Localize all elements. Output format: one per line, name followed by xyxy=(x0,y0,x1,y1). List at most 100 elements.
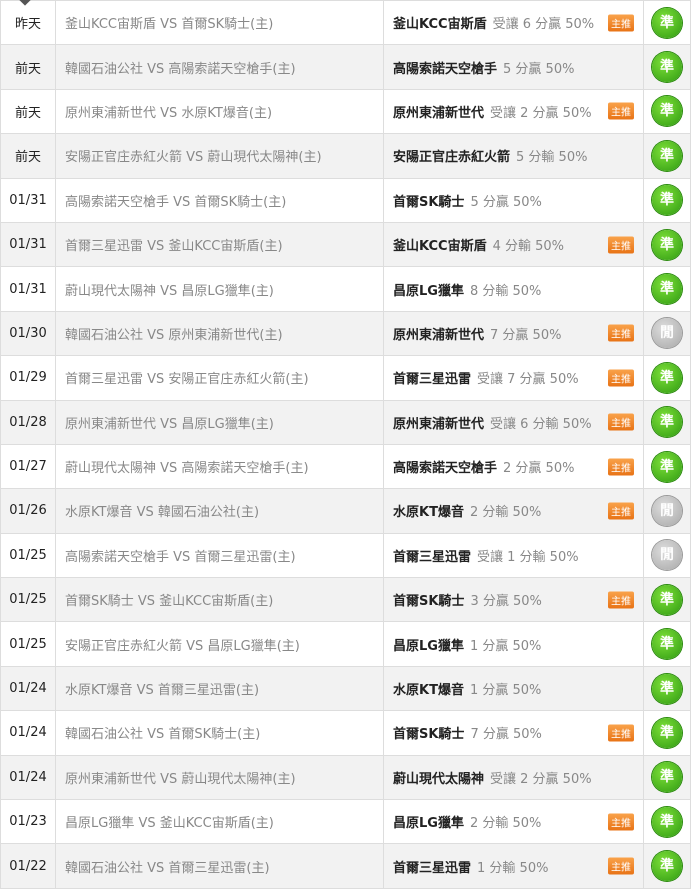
pick-detail: 受讓 2 分贏 50% xyxy=(490,771,592,787)
picked-team: 釜山KCC宙斯盾 xyxy=(393,239,487,255)
match-cell[interactable]: 原州東浦新世代 VS 昌原LG獵隼(主) xyxy=(55,399,384,445)
pick-cell: 水原KT爆音 2 分輸 50% 主推 xyxy=(383,488,644,534)
status-cell: 準 xyxy=(643,577,691,623)
status-cell: 準 xyxy=(643,843,691,889)
pick-cell: 蔚山現代太陽神 受讓 2 分贏 50% xyxy=(383,754,644,801)
pick-cell: 高陽索諾天空槍手 2 分贏 50% 主推 xyxy=(383,443,644,490)
picked-team: 首爾SK騎士 xyxy=(393,594,465,610)
pick-detail: 2 分輸 50% xyxy=(469,816,542,832)
match-cell[interactable]: 首爾三星迅雷 VS 釜山KCC宙斯盾(主) xyxy=(55,221,384,268)
pick-cell: 釜山KCC宙斯盾 受讓 6 分贏 50% 主推 xyxy=(383,0,644,46)
match-cell[interactable]: 高陽索諾天空槍手 VS 首爾三星迅雷(主) xyxy=(55,532,384,579)
correct-result-icon: 準 xyxy=(652,584,682,615)
date-cell: 01/27 xyxy=(0,443,56,490)
pick-cell: 原州東浦新世代 受讓 6 分輸 50% 主推 xyxy=(383,399,644,445)
date-cell: 01/31 xyxy=(0,266,56,312)
table-row: 01/31 首爾三星迅雷 VS 釜山KCC宙斯盾(主) 釜山KCC宙斯盾 4 分輸… xyxy=(0,221,691,268)
date-cell: 01/28 xyxy=(0,399,56,445)
pick-detail: 1 分贏 50% xyxy=(469,638,542,654)
date-cell: 01/31 xyxy=(0,221,56,268)
main-pick-badge: 主推 xyxy=(608,591,634,609)
pending-result-icon: 閒 xyxy=(652,318,682,349)
match-cell[interactable]: 首爾SK騎士 VS 釜山KCC宙斯盾(主) xyxy=(55,577,384,623)
table-row: 前天 韓國石油公社 VS 高陽索諾天空槍手(主) 高陽索諾天空槍手 5 分贏 50… xyxy=(0,44,691,90)
date-cell: 01/31 xyxy=(0,177,56,223)
table-row: 昨天 釜山KCC宙斯盾 VS 首爾SK騎士(主) 釜山KCC宙斯盾 受讓 6 分贏… xyxy=(0,0,691,46)
status-cell: 準 xyxy=(643,355,691,401)
correct-result-icon: 準 xyxy=(652,274,682,305)
match-cell[interactable]: 蔚山現代太陽神 VS 昌原LG獵隼(主) xyxy=(55,266,384,312)
match-cell[interactable]: 昌原LG獵隼 VS 釜山KCC宙斯盾(主) xyxy=(55,799,384,845)
table-row: 01/28 原州東浦新世代 VS 昌原LG獵隼(主) 原州東浦新世代 受讓 6 分… xyxy=(0,399,691,445)
pick-detail: 4 分輸 50% xyxy=(492,239,565,255)
match-cell[interactable]: 韓國石油公社 VS 原州東浦新世代(主) xyxy=(55,310,384,357)
picked-team: 蔚山現代太陽神 xyxy=(393,771,485,787)
picked-team: 水原KT爆音 xyxy=(393,683,464,699)
match-cell[interactable]: 原州東浦新世代 VS 蔚山現代太陽神(主) xyxy=(55,754,384,801)
correct-result-icon: 準 xyxy=(652,96,682,127)
match-cell[interactable]: 首爾三星迅雷 VS 安陽正官庄赤紅火箭(主) xyxy=(55,355,384,401)
date-cell: 前天 xyxy=(0,88,56,135)
match-cell[interactable]: 水原KT爆音 VS 韓國石油公社(主) xyxy=(55,488,384,534)
status-cell: 準 xyxy=(643,88,691,135)
match-cell[interactable]: 釜山KCC宙斯盾 VS 首爾SK騎士(主) xyxy=(55,0,384,46)
date-cell: 01/26 xyxy=(0,488,56,534)
pending-result-icon: 閒 xyxy=(652,540,682,571)
pick-cell: 首爾三星迅雷 1 分輸 50% 主推 xyxy=(383,843,644,889)
status-cell: 準 xyxy=(643,133,691,179)
picked-team: 原州東浦新世代 xyxy=(393,105,485,121)
picked-team: 昌原LG獵隼 xyxy=(393,638,464,654)
table-row: 01/29 首爾三星迅雷 VS 安陽正官庄赤紅火箭(主) 首爾三星迅雷 受讓 7 … xyxy=(0,355,691,401)
status-cell: 準 xyxy=(643,754,691,801)
match-cell[interactable]: 安陽正官庄赤紅火箭 VS 蔚山現代太陽神(主) xyxy=(55,133,384,179)
picked-team: 首爾三星迅雷 xyxy=(393,372,472,388)
pick-detail: 2 分輸 50% xyxy=(469,505,542,521)
picked-team: 首爾SK騎士 xyxy=(393,727,465,743)
main-pick-badge: 主推 xyxy=(608,324,634,342)
main-pick-badge: 主推 xyxy=(608,724,634,742)
table-row: 01/25 高陽索諾天空槍手 VS 首爾三星迅雷(主) 首爾三星迅雷 受讓 1 分… xyxy=(0,532,691,579)
status-cell: 準 xyxy=(643,799,691,845)
pick-cell: 首爾SK騎士 3 分贏 50% 主推 xyxy=(383,577,644,623)
date-cell: 前天 xyxy=(0,133,56,179)
pick-detail: 受讓 6 分輸 50% xyxy=(490,416,592,432)
date-cell: 01/24 xyxy=(0,754,56,801)
pick-detail: 8 分輸 50% xyxy=(469,283,542,299)
main-pick-badge: 主推 xyxy=(608,236,634,254)
table-row: 01/24 韓國石油公社 VS 首爾SK騎士(主) 首爾SK騎士 7 分贏 50%… xyxy=(0,710,691,756)
match-cell[interactable]: 韓國石油公社 VS 首爾SK騎士(主) xyxy=(55,710,384,756)
correct-result-icon: 準 xyxy=(652,7,682,38)
match-cell[interactable]: 水原KT爆音 VS 首爾三星迅雷(主) xyxy=(55,665,384,712)
date-cell: 01/25 xyxy=(0,577,56,623)
main-pick-badge: 主推 xyxy=(608,813,634,831)
match-cell[interactable]: 韓國石油公社 VS 首爾三星迅雷(主) xyxy=(55,843,384,889)
correct-result-icon: 準 xyxy=(652,762,682,793)
status-cell: 準 xyxy=(643,621,691,667)
correct-result-icon: 準 xyxy=(652,806,682,837)
pick-cell: 首爾SK騎士 7 分贏 50% 主推 xyxy=(383,710,644,756)
status-cell: 準 xyxy=(643,266,691,312)
table-row: 01/25 安陽正官庄赤紅火箭 VS 昌原LG獵隼(主) 昌原LG獵隼 1 分贏 … xyxy=(0,621,691,667)
pick-cell: 水原KT爆音 1 分贏 50% xyxy=(383,665,644,712)
table-row: 01/23 昌原LG獵隼 VS 釜山KCC宙斯盾(主) 昌原LG獵隼 2 分輸 5… xyxy=(0,799,691,845)
status-cell: 閒 xyxy=(643,532,691,579)
match-cell[interactable]: 韓國石油公社 VS 高陽索諾天空槍手(主) xyxy=(55,44,384,90)
picked-team: 原州東浦新世代 xyxy=(393,327,485,343)
picked-team: 高陽索諾天空槍手 xyxy=(393,461,498,477)
table-row: 前天 安陽正官庄赤紅火箭 VS 蔚山現代太陽神(主) 安陽正官庄赤紅火箭 5 分輸… xyxy=(0,133,691,179)
match-cell[interactable]: 安陽正官庄赤紅火箭 VS 昌原LG獵隼(主) xyxy=(55,621,384,667)
match-cell[interactable]: 高陽索諾天空槍手 VS 首爾SK騎士(主) xyxy=(55,177,384,223)
correct-result-icon: 準 xyxy=(652,140,682,171)
match-cell[interactable]: 原州東浦新世代 VS 水原KT爆音(主) xyxy=(55,88,384,135)
pick-detail: 1 分輸 50% xyxy=(477,860,549,876)
pick-detail: 受讓 1 分輸 50% xyxy=(477,549,579,565)
status-cell: 準 xyxy=(643,443,691,490)
date-cell: 01/23 xyxy=(0,799,56,845)
date-cell: 01/29 xyxy=(0,355,56,401)
date-cell: 01/22 xyxy=(0,843,56,889)
picked-team: 原州東浦新世代 xyxy=(393,416,485,432)
pick-cell: 原州東浦新世代 受讓 2 分贏 50% 主推 xyxy=(383,88,644,135)
table-row: 01/24 原州東浦新世代 VS 蔚山現代太陽神(主) 蔚山現代太陽神 受讓 2 … xyxy=(0,754,691,801)
match-cell[interactable]: 蔚山現代太陽神 VS 高陽索諾天空槍手(主) xyxy=(55,443,384,490)
table-row: 01/25 首爾SK騎士 VS 釜山KCC宙斯盾(主) 首爾SK騎士 3 分贏 5… xyxy=(0,577,691,623)
